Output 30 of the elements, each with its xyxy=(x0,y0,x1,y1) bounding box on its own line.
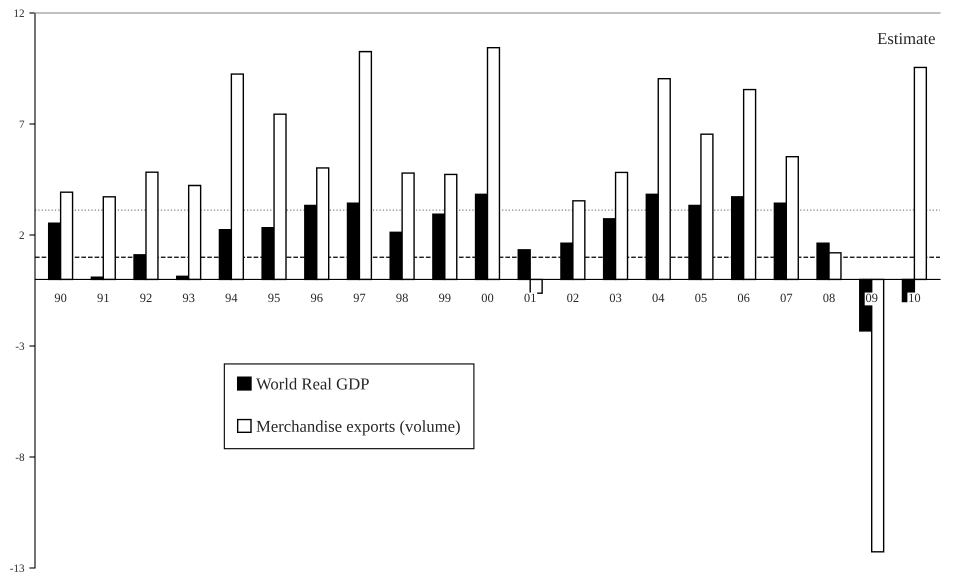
x-tick-label: 00 xyxy=(482,294,494,302)
y-tick-label: 12 xyxy=(14,9,24,17)
x-tick-label: 04 xyxy=(652,294,664,302)
y-tick-label: -8 xyxy=(16,453,24,461)
x-tick-label: 94 xyxy=(226,294,238,302)
x-tick-label: 97 xyxy=(354,294,366,302)
y-tick-label: 2 xyxy=(20,231,24,239)
x-tick-label: 03 xyxy=(610,294,622,302)
legend-label: World Real GDP xyxy=(256,378,369,390)
x-tick-label: 99 xyxy=(438,294,451,302)
x-tick-label: 07 xyxy=(780,294,792,302)
x-tick-label: 08 xyxy=(823,294,835,302)
x-tick-label: 10 xyxy=(909,294,920,302)
y-tick-label: -13 xyxy=(10,564,24,572)
x-tick-label: 98 xyxy=(396,294,408,302)
annotation: Estimate xyxy=(878,32,935,44)
y-tick-label: -3 xyxy=(16,342,24,350)
legend-label: Merchandise exports (volume) xyxy=(256,420,460,436)
x-tick-label: 92 xyxy=(140,294,152,302)
x-tick-label: 93 xyxy=(182,294,194,302)
x-tick-label: 06 xyxy=(738,294,750,302)
x-tick-label: 95 xyxy=(268,294,280,302)
x-tick-label: 05 xyxy=(695,294,707,302)
x-tick-label: 02 xyxy=(567,294,578,302)
x-tick-label: 91 xyxy=(97,294,109,302)
x-tick-label: 01 xyxy=(524,294,536,302)
x-tick-label: 96 xyxy=(310,294,323,302)
y-tick-label: 7 xyxy=(20,120,24,128)
x-tick-label: 09 xyxy=(866,294,878,302)
x-tick-label: 90 xyxy=(54,294,66,302)
